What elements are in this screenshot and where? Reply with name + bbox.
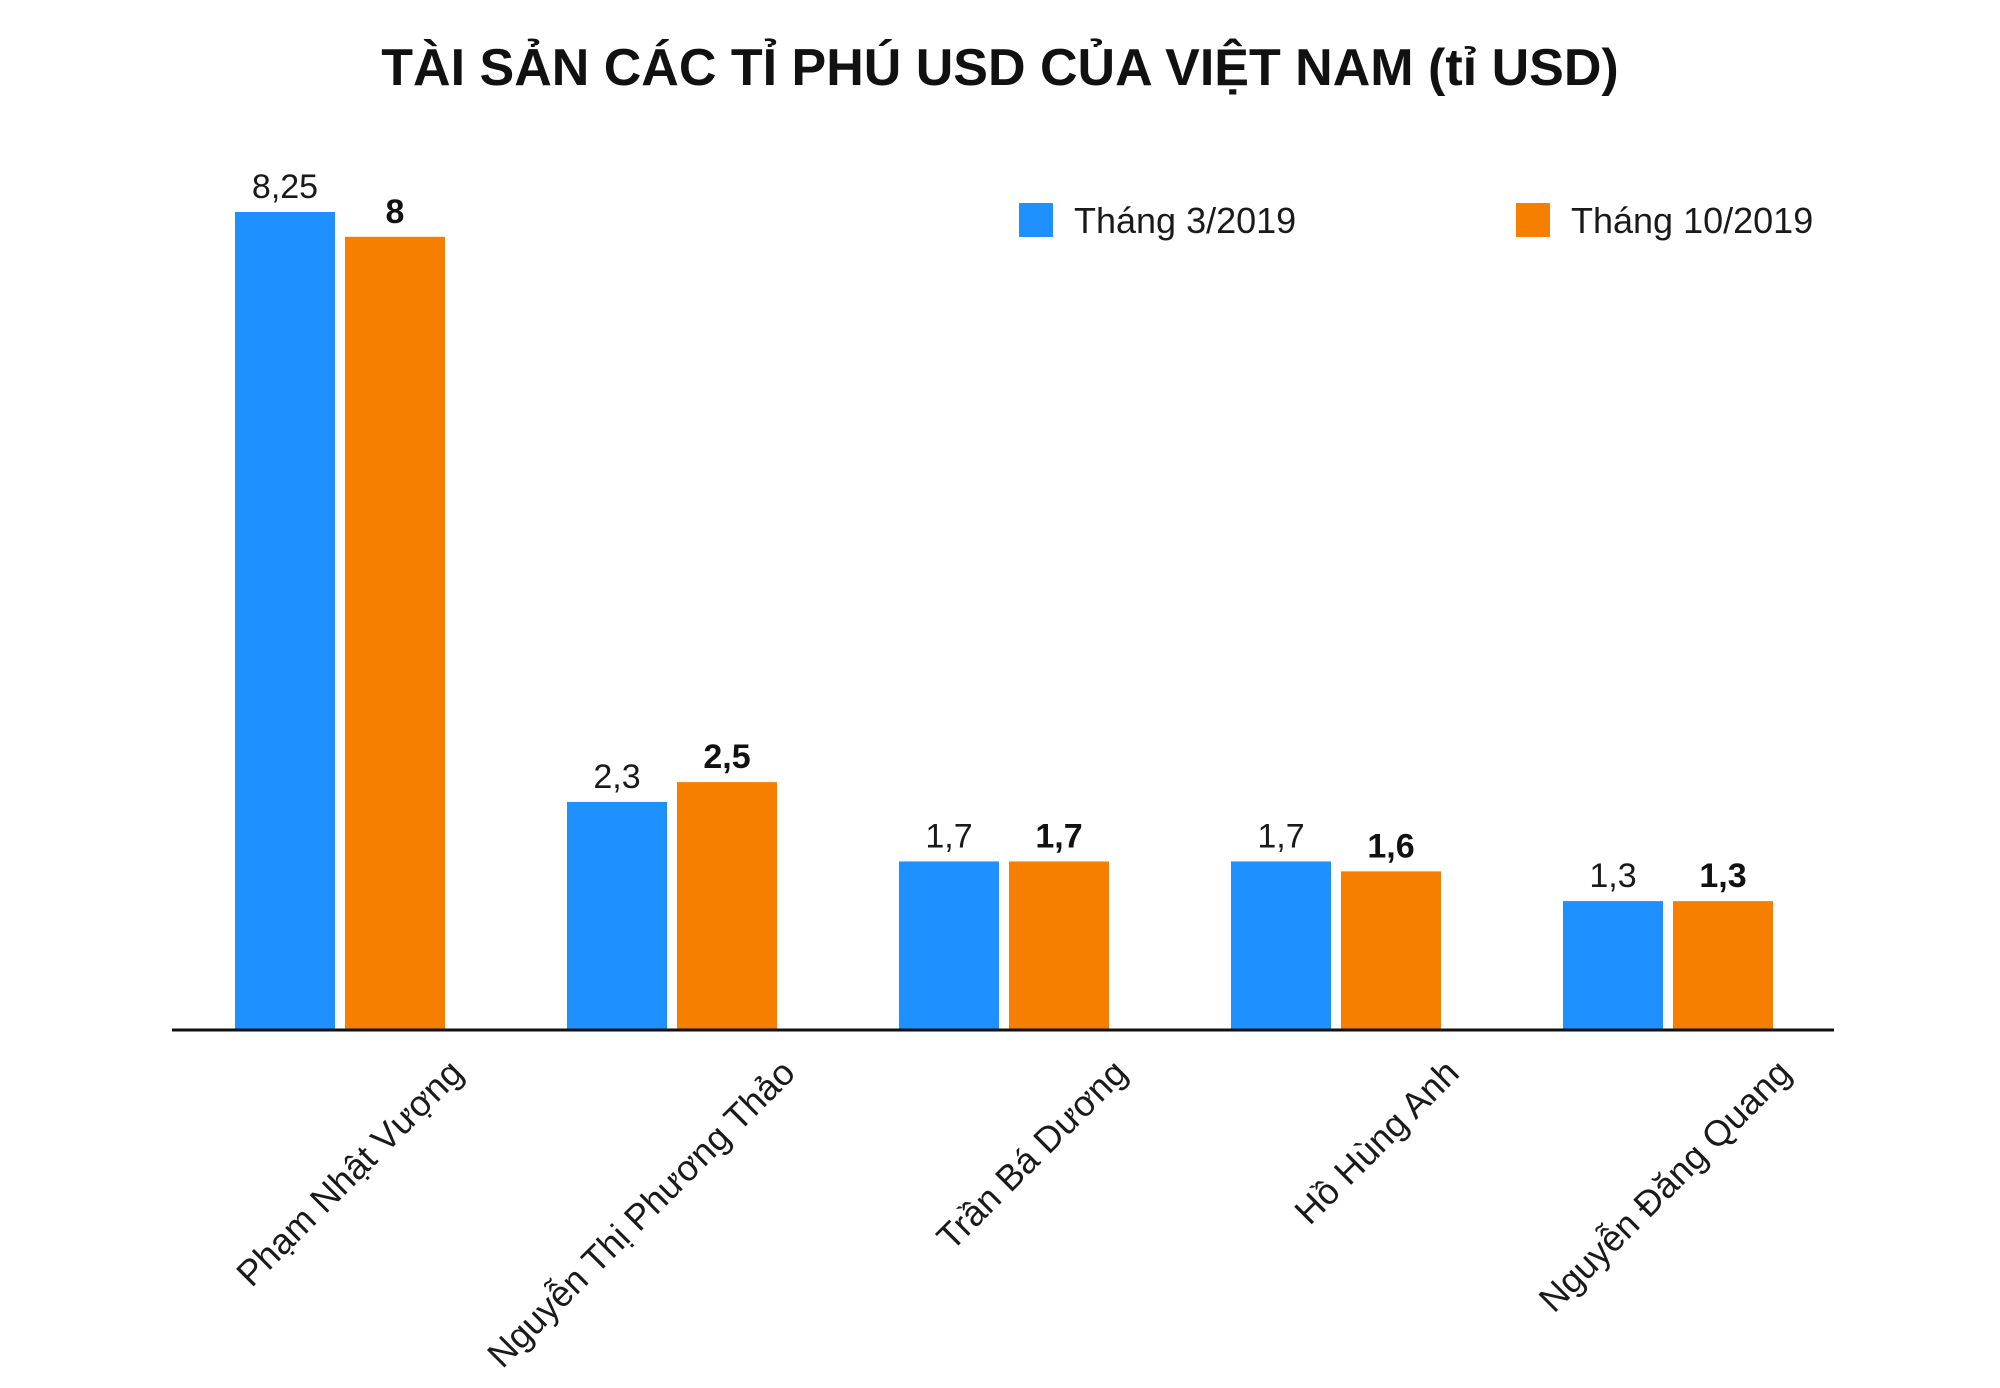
data-label-nguyen-dang-quang-series-1: 1,3	[1589, 857, 1636, 895]
value-labels-group: 8,25 8 2,3 2,5 1,7 1,7 1,7 1,6 1,3 1,3	[252, 168, 1747, 895]
category-label-pham-nhat-vuong: Phạm Nhật Vượng	[228, 1052, 470, 1294]
bar-nguyen-thi-phuong-thao-series-1	[567, 801, 667, 1030]
legend-swatch-october-2019	[1516, 203, 1550, 237]
legend-label-october-2019: Tháng 10/2019	[1571, 200, 1813, 241]
bar-tran-ba-duong-series-2	[1009, 861, 1109, 1030]
data-label-tran-ba-duong-series-1: 1,7	[925, 817, 972, 855]
bar-nguyen-thi-phuong-thao-series-2	[677, 782, 777, 1030]
data-label-tran-ba-duong-series-2: 1,7	[1035, 817, 1082, 855]
category-label-ho-hung-anh: Hồ Hùng Anh	[1286, 1052, 1466, 1232]
legend: Tháng 3/2019 Tháng 10/2019	[1019, 200, 1813, 241]
data-label-nguyen-thi-phuong-thao-series-1: 2,3	[593, 758, 640, 796]
legend-swatch-march-2019	[1019, 203, 1053, 237]
category-label-tran-ba-duong: Trần Bá Dương	[929, 1052, 1135, 1258]
category-labels-group: Phạm Nhật Vượng Nguyễn Thị Phương Thảo Trầ…	[228, 1052, 1798, 1376]
bar-ho-hung-anh-series-2	[1341, 871, 1441, 1030]
data-label-nguyen-dang-quang-series-2: 1,3	[1699, 857, 1746, 895]
category-label-nguyen-thi-phuong-thao: Nguyễn Thị Phương Thảo	[479, 1052, 803, 1376]
bar-pham-nhat-vuong-series-2	[345, 236, 445, 1031]
data-label-pham-nhat-vuong-series-1: 8,25	[252, 168, 318, 206]
data-label-pham-nhat-vuong-series-2: 8	[386, 193, 405, 231]
data-label-ho-hung-anh-series-1: 1,7	[1257, 817, 1304, 855]
bar-nguyen-dang-quang-series-1	[1563, 901, 1663, 1030]
bar-ho-hung-anh-series-1	[1231, 861, 1331, 1030]
chart-title: TÀI SẢN CÁC TỈ PHÚ USD CỦA VIỆT NAM (tỉ …	[381, 38, 1618, 97]
data-label-ho-hung-anh-series-2: 1,6	[1367, 827, 1414, 865]
bars-group	[235, 212, 1773, 1031]
bar-pham-nhat-vuong-series-1	[235, 212, 335, 1030]
bar-tran-ba-duong-series-1	[899, 861, 999, 1030]
category-label-nguyen-dang-quang: Nguyễn Đăng Quang	[1530, 1052, 1798, 1320]
bar-nguyen-dang-quang-series-2	[1673, 901, 1773, 1030]
legend-label-march-2019: Tháng 3/2019	[1074, 200, 1296, 241]
data-label-nguyen-thi-phuong-thao-series-2: 2,5	[703, 738, 750, 776]
